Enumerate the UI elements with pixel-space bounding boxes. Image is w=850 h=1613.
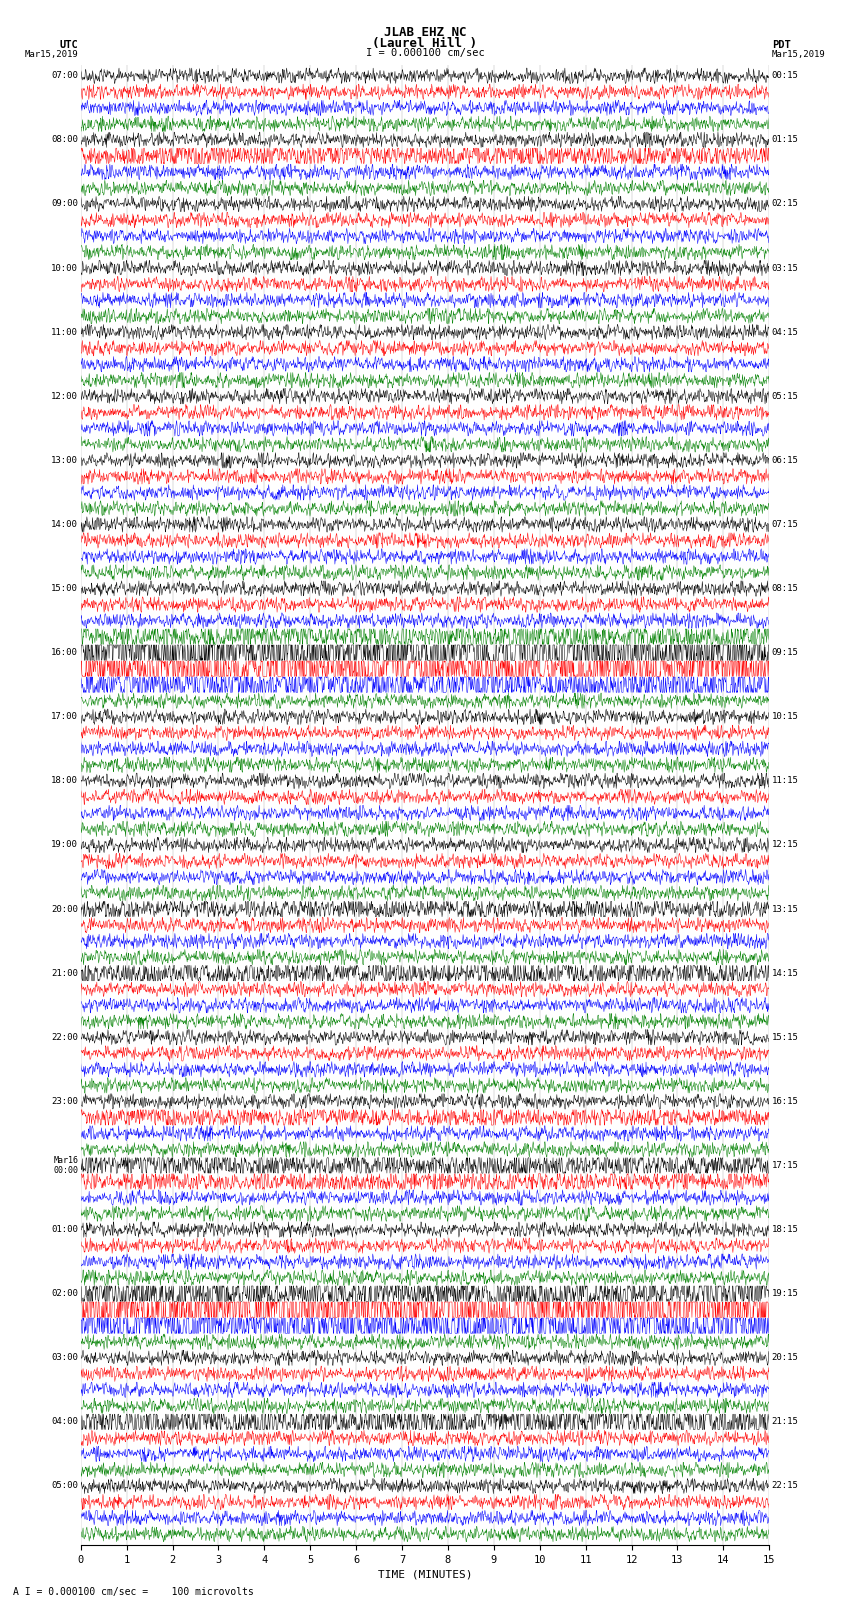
Text: 04:15: 04:15 (772, 327, 799, 337)
Text: 01:00: 01:00 (51, 1224, 78, 1234)
Text: Mar16: Mar16 (54, 1157, 78, 1165)
Text: A I = 0.000100 cm/sec =    100 microvolts: A I = 0.000100 cm/sec = 100 microvolts (13, 1587, 253, 1597)
Text: 22:15: 22:15 (772, 1481, 799, 1490)
Text: 02:15: 02:15 (772, 200, 799, 208)
Text: 21:00: 21:00 (51, 969, 78, 977)
Text: 14:15: 14:15 (772, 969, 799, 977)
Text: 18:00: 18:00 (51, 776, 78, 786)
Text: 09:00: 09:00 (51, 200, 78, 208)
Text: 10:15: 10:15 (772, 713, 799, 721)
Text: 03:15: 03:15 (772, 263, 799, 273)
Text: 11:00: 11:00 (51, 327, 78, 337)
Text: Mar15,2019: Mar15,2019 (772, 50, 825, 60)
X-axis label: TIME (MINUTES): TIME (MINUTES) (377, 1569, 473, 1579)
Text: 22:00: 22:00 (51, 1032, 78, 1042)
Text: 06:15: 06:15 (772, 456, 799, 465)
Text: 04:00: 04:00 (51, 1418, 78, 1426)
Text: 08:15: 08:15 (772, 584, 799, 594)
Text: 00:00: 00:00 (54, 1166, 78, 1174)
Text: 21:15: 21:15 (772, 1418, 799, 1426)
Text: 19:00: 19:00 (51, 840, 78, 850)
Text: 02:00: 02:00 (51, 1289, 78, 1298)
Text: UTC: UTC (60, 40, 78, 50)
Text: 12:15: 12:15 (772, 840, 799, 850)
Text: 15:15: 15:15 (772, 1032, 799, 1042)
Text: 09:15: 09:15 (772, 648, 799, 656)
Text: JLAB EHZ NC: JLAB EHZ NC (383, 26, 467, 39)
Text: 23:00: 23:00 (51, 1097, 78, 1107)
Text: 19:15: 19:15 (772, 1289, 799, 1298)
Text: 11:15: 11:15 (772, 776, 799, 786)
Text: 12:00: 12:00 (51, 392, 78, 400)
Text: 03:00: 03:00 (51, 1353, 78, 1363)
Text: 20:00: 20:00 (51, 905, 78, 913)
Text: 01:15: 01:15 (772, 135, 799, 144)
Text: 07:00: 07:00 (51, 71, 78, 81)
Text: 15:00: 15:00 (51, 584, 78, 594)
Text: 17:00: 17:00 (51, 713, 78, 721)
Text: 14:00: 14:00 (51, 519, 78, 529)
Text: 16:15: 16:15 (772, 1097, 799, 1107)
Text: 05:15: 05:15 (772, 392, 799, 400)
Text: (Laurel Hill ): (Laurel Hill ) (372, 37, 478, 50)
Text: 07:15: 07:15 (772, 519, 799, 529)
Text: 18:15: 18:15 (772, 1224, 799, 1234)
Text: 00:15: 00:15 (772, 71, 799, 81)
Text: 16:00: 16:00 (51, 648, 78, 656)
Text: 20:15: 20:15 (772, 1353, 799, 1363)
Text: I = 0.000100 cm/sec: I = 0.000100 cm/sec (366, 48, 484, 58)
Text: Mar15,2019: Mar15,2019 (25, 50, 78, 60)
Text: 17:15: 17:15 (772, 1161, 799, 1169)
Text: 10:00: 10:00 (51, 263, 78, 273)
Text: 08:00: 08:00 (51, 135, 78, 144)
Text: 05:00: 05:00 (51, 1481, 78, 1490)
Text: 13:15: 13:15 (772, 905, 799, 913)
Text: PDT: PDT (772, 40, 791, 50)
Text: 13:00: 13:00 (51, 456, 78, 465)
